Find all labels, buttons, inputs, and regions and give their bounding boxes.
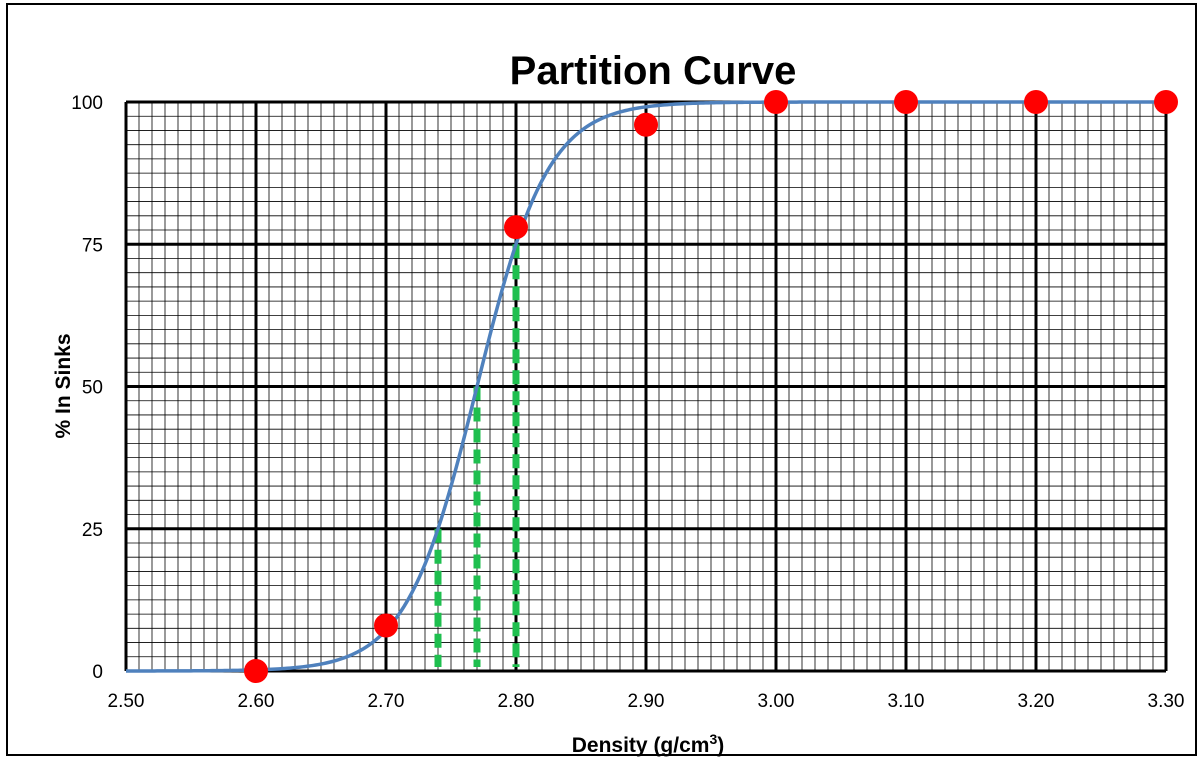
data-point [894, 90, 918, 114]
tick-labels: 2.50 2.60 2.70 2.80 2.90 3.00 3.10 3.20 3.30 0 25 5… [71, 93, 1184, 712]
data-point [374, 613, 398, 638]
y-tick-label: 50 [82, 378, 103, 399]
y-tick-label: 25 [82, 520, 103, 541]
y-tick-label: 0 [92, 662, 103, 683]
x-tick-label: 2.60 [238, 691, 275, 712]
data-point [1024, 90, 1048, 114]
x-tick-label: 2.90 [628, 691, 665, 712]
y-axis-title: % In Sinks [52, 333, 75, 438]
fitted-curve-layer [126, 100, 1166, 673]
data-point [764, 90, 788, 114]
x-tick-label: 2.50 [108, 691, 145, 712]
x-tick-label: 3.30 [1148, 691, 1185, 712]
x-axis-title-sup: 3 [709, 731, 717, 747]
x-axis-title: Density (g/cm3) [572, 731, 725, 757]
x-axis-title-text: Density (g/cm [572, 734, 710, 757]
data-point [504, 215, 528, 240]
x-tick-label: 3.20 [1018, 691, 1055, 712]
x-tick-label: 3.10 [888, 691, 925, 712]
data-point [1154, 90, 1178, 114]
reference-lines [434, 244, 520, 667]
data-point [244, 659, 268, 683]
x-tick-label: 2.80 [498, 691, 535, 712]
y-tick-label: 75 [82, 235, 103, 256]
x-tick-label: 3.00 [758, 691, 795, 712]
chart-title: Partition Curve [510, 49, 797, 93]
data-point [634, 112, 658, 137]
x-axis-title-close: ) [717, 734, 724, 757]
chart-border [6, 3, 1197, 756]
fitted-curve [126, 100, 1166, 673]
y-tick-label: 100 [71, 93, 103, 114]
data-points [244, 90, 1178, 683]
x-tick-label: 2.70 [368, 691, 405, 712]
grid [124, 100, 1168, 673]
